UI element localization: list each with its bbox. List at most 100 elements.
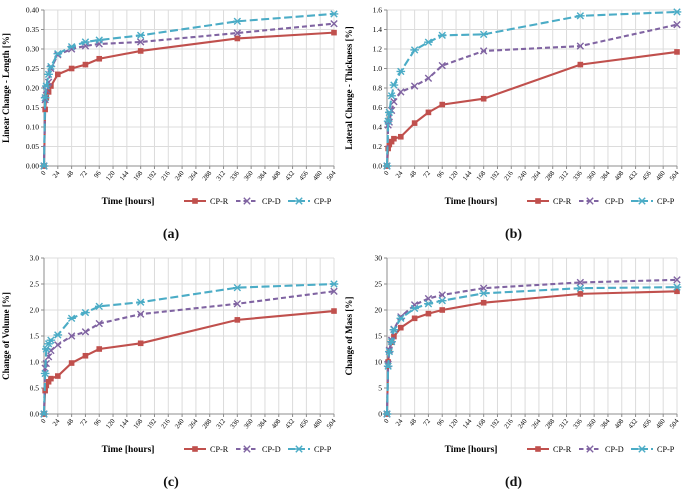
square-marker xyxy=(331,29,337,36)
legend-label: CP-R xyxy=(553,197,572,206)
chart-panel-c: 0.0 0.5 1.0 1.5 2.0 2.5 3.0 0 24 48 72 96 120 144 168 1… xyxy=(0,248,342,497)
chart-caption-c: (c) xyxy=(163,475,179,490)
star-marker xyxy=(423,300,433,308)
chart-a-svg: 0.000.050.100.150.200.250.300.350.400 24 4… xyxy=(1,6,339,207)
y-tick-label: 0.2 xyxy=(372,142,382,151)
chart-panel-d: 0 5 10 15 20 25 30 0 24 48 72 96 120 144 168 192 216 240 2… xyxy=(342,248,685,497)
legend-label: CP-P xyxy=(314,197,332,206)
gridlines xyxy=(43,9,335,167)
x-marker xyxy=(576,42,584,50)
x-tick-label: 504 xyxy=(668,417,680,430)
x-tick-label: 312 xyxy=(215,417,227,430)
x-tick-label: 96 xyxy=(93,417,103,427)
series-line xyxy=(42,12,335,167)
y-tick-label: 25 xyxy=(374,280,382,289)
star-marker xyxy=(39,162,49,170)
x-tick-label: 72 xyxy=(79,169,89,179)
y-tick-label: 1.2 xyxy=(372,45,382,54)
star-marker xyxy=(437,31,447,40)
x-tick-label: 288 xyxy=(201,417,213,430)
y-tick-label: 3.0 xyxy=(30,254,40,263)
x-tick-label: 0 xyxy=(40,417,48,424)
chart-b-svg: 0.00.20.40.60.81.01.21.41.60 24 48 72 96 120 1… xyxy=(344,6,681,207)
legend-item-cp-r: CP-R xyxy=(184,197,229,206)
x-tick-label: 48 xyxy=(65,169,75,179)
y-tick-labels: 0 5 10 15 20 25 30 xyxy=(374,254,382,419)
legend-item-cp-r: CP-R xyxy=(526,197,572,206)
y-tick-label: 0 xyxy=(378,410,382,419)
series-cp-p xyxy=(39,10,339,170)
star-marker xyxy=(383,362,392,370)
x-tick-label: 168 xyxy=(132,417,144,430)
legend-item-cp-r: CP-R xyxy=(526,445,571,454)
legend-item-cp-r: CP-R xyxy=(184,445,229,454)
legend: CP-R CP-D CP-P xyxy=(184,197,332,206)
x-tick-label: 456 xyxy=(298,169,310,182)
square-marker xyxy=(96,346,103,352)
y-tick-label: 15 xyxy=(374,332,382,341)
x-tick-label: 480 xyxy=(654,169,666,182)
y-tick-label: 0.40 xyxy=(26,6,39,15)
square-marker xyxy=(577,291,583,297)
square-marker xyxy=(577,61,583,68)
x-tick-label: 480 xyxy=(312,417,324,430)
x-marker xyxy=(576,278,584,287)
legend-label: CP-R xyxy=(210,197,229,206)
legend-item-cp-d: CP-D xyxy=(578,197,623,206)
square-marker xyxy=(411,120,417,126)
x-tick-label: 360 xyxy=(585,417,597,430)
star-marker xyxy=(94,36,104,44)
x-tick-label: 384 xyxy=(257,417,269,430)
x-tick-label: 312 xyxy=(215,169,227,182)
square-marker xyxy=(234,35,241,42)
star-marker xyxy=(67,314,76,323)
square-marker xyxy=(425,109,431,116)
chart-caption-b: (b) xyxy=(504,227,523,242)
square-icon xyxy=(192,446,198,452)
square-icon xyxy=(534,446,541,452)
star-marker xyxy=(40,369,50,378)
y-tick-label: 0.35 xyxy=(26,25,39,34)
x-tick-label: 144 xyxy=(461,169,473,182)
series-line xyxy=(42,282,335,415)
x-tick-label: 456 xyxy=(641,169,653,182)
square-marker xyxy=(411,315,417,322)
star-marker xyxy=(42,345,51,353)
square-marker xyxy=(388,138,394,145)
series-cp-r xyxy=(383,49,680,169)
x-tick-label: 48 xyxy=(65,417,75,427)
star-marker xyxy=(233,283,242,292)
x-tick-label: 216 xyxy=(503,417,515,430)
legend-label: CP-D xyxy=(262,445,281,454)
x-tick-label: 336 xyxy=(229,169,241,182)
x-tick-label: 336 xyxy=(229,417,241,430)
square-marker xyxy=(68,360,75,366)
star-marker xyxy=(39,410,49,418)
x-tick-label: 312 xyxy=(558,417,570,430)
x-tick-labels: 0 24 48 72 96 120 144 168 192 216 240 264 288 312 336 3… xyxy=(382,169,680,182)
y-tick-label: 1.4 xyxy=(372,25,382,34)
square-marker xyxy=(43,382,50,389)
x-marker xyxy=(136,38,145,46)
x-tick-label: 240 xyxy=(174,169,186,182)
series-line xyxy=(385,23,677,167)
x-tick-label: 240 xyxy=(516,417,528,430)
x-tick-label: 408 xyxy=(613,417,625,430)
star-marker xyxy=(382,162,391,170)
x-marker xyxy=(233,29,242,37)
x-tick-label: 192 xyxy=(489,417,501,430)
star-marker xyxy=(329,10,339,18)
x-tick-label: 264 xyxy=(530,417,542,430)
star-marker xyxy=(42,82,51,90)
square-marker xyxy=(425,310,431,317)
square-marker xyxy=(390,333,397,340)
y-tick-label: 0.0 xyxy=(30,410,40,419)
y-tick-label: 0.20 xyxy=(26,84,39,93)
y-tick-label: 0.6 xyxy=(372,103,382,112)
star-marker xyxy=(233,17,242,26)
x-tick-label: 264 xyxy=(188,417,200,430)
square-marker xyxy=(137,340,144,347)
star-marker xyxy=(396,314,405,323)
x-tick-label: 24 xyxy=(394,169,404,179)
x-tick-label: 432 xyxy=(627,417,639,430)
